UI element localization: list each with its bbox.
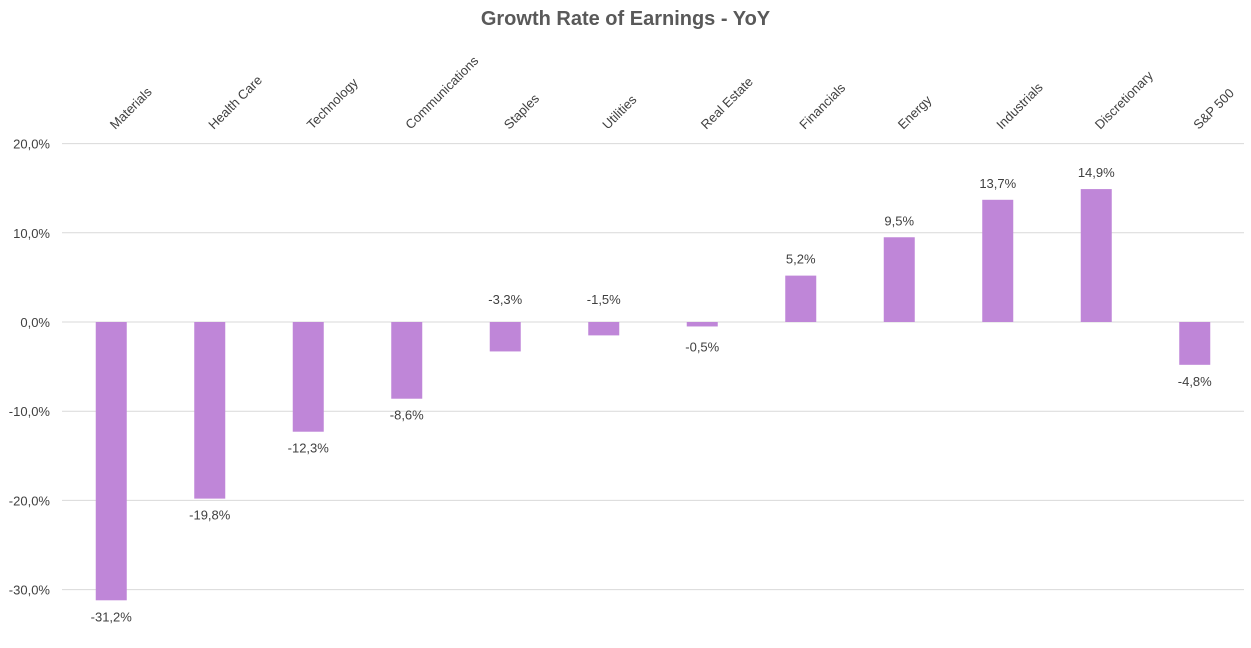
category-labels: Materials Health Care Technology Communicat… <box>107 53 1237 132</box>
category-label: Health Care <box>205 72 265 132</box>
bar <box>686 322 718 327</box>
category-label: Staples <box>501 91 543 133</box>
category-label: Discretionary <box>1092 68 1157 133</box>
y-tick-label: -30,0% <box>9 583 51 598</box>
bar <box>489 322 521 352</box>
y-tick-label: -10,0% <box>9 404 51 419</box>
category-label: Materials <box>107 84 155 132</box>
data-label: 9,5% <box>884 213 914 228</box>
category-label: Utilities <box>599 92 640 133</box>
bar <box>588 322 620 336</box>
gridlines <box>62 143 1244 591</box>
bar <box>292 322 324 432</box>
data-label: -3,3% <box>488 292 522 307</box>
data-label: -31,2% <box>91 609 133 624</box>
bar <box>391 322 423 399</box>
data-label: -1,5% <box>587 292 621 307</box>
category-label: Communications <box>402 53 481 132</box>
bar <box>1179 322 1211 365</box>
data-label: -12,3% <box>288 441 330 456</box>
chart-title: Growth Rate of Earnings - YoY <box>480 8 771 30</box>
bars <box>95 189 1211 601</box>
y-tick-label: 20,0% <box>13 137 50 152</box>
data-labels: -31,2% -19,8% -12,3% -8,6% -3,3% -1,5% -0,5% 5,… <box>91 165 1213 624</box>
bar <box>785 275 817 322</box>
category-label: Industrials <box>993 79 1046 132</box>
data-label: -19,8% <box>189 508 231 523</box>
y-tick-label: -20,0% <box>9 493 51 508</box>
bar <box>1080 189 1112 322</box>
data-label: -4,8% <box>1178 374 1212 389</box>
data-label: 5,2% <box>786 252 816 267</box>
category-label: Energy <box>895 92 935 132</box>
data-label: 14,9% <box>1078 165 1115 180</box>
category-label: Financials <box>796 80 848 132</box>
category-label: Real Estate <box>698 74 756 132</box>
data-label: -8,6% <box>390 408 424 423</box>
bar <box>883 237 915 322</box>
bar <box>95 322 127 601</box>
y-tick-label: 0,0% <box>20 315 50 330</box>
bar <box>982 199 1014 322</box>
bar <box>194 322 226 499</box>
y-tick-label: 10,0% <box>13 226 50 241</box>
y-axis-tick-labels: 20,0% 10,0% 0,0% -10,0% -20,0% -30,0% <box>9 137 51 598</box>
data-label: -0,5% <box>685 339 719 354</box>
category-label: S&P 500 <box>1190 85 1237 132</box>
data-label: 13,7% <box>979 176 1016 191</box>
category-label: Technology <box>304 75 361 132</box>
